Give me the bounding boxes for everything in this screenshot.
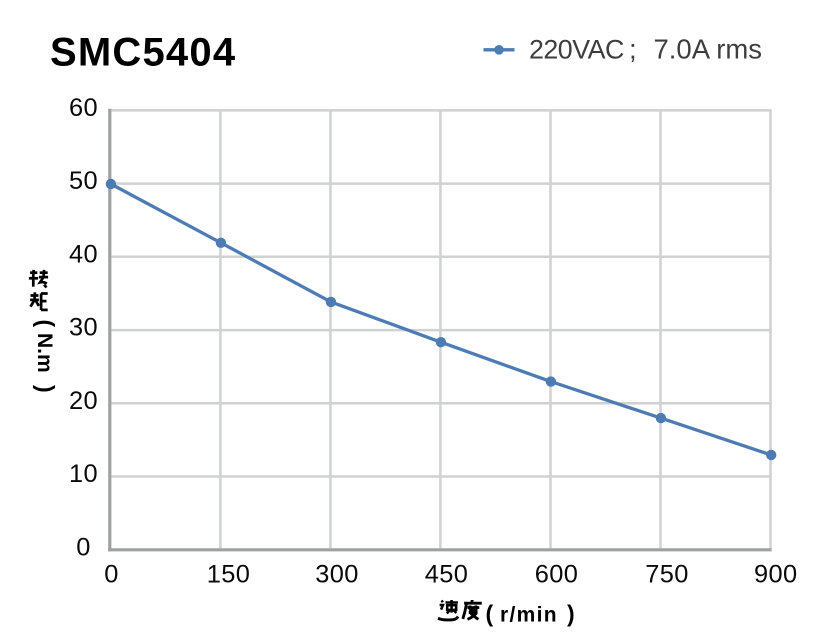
svg-text:10: 10 [69, 460, 98, 488]
svg-text:450: 450 [425, 561, 469, 589]
svg-text:300: 300 [315, 561, 359, 589]
svg-text:( r/min ): ( r/min ) [486, 600, 575, 626]
svg-text:150: 150 [207, 561, 251, 589]
svg-text:750: 750 [645, 561, 689, 589]
svg-text:( N.m ): ( N.m ) [33, 320, 59, 393]
svg-text:0: 0 [104, 561, 119, 589]
svg-text:900: 900 [754, 561, 798, 589]
svg-text:20: 20 [69, 387, 98, 415]
svg-text:220VAC ; 7.0A rms: 220VAC ; 7.0A rms [529, 34, 762, 65]
svg-text:40: 40 [69, 240, 98, 268]
svg-text:600: 600 [535, 561, 579, 589]
svg-text:SMC5404: SMC5404 [50, 31, 236, 75]
svg-text:0: 0 [76, 533, 91, 561]
svg-text:50: 50 [69, 167, 98, 195]
svg-text:60: 60 [69, 94, 98, 122]
svg-text:30: 30 [69, 314, 98, 342]
